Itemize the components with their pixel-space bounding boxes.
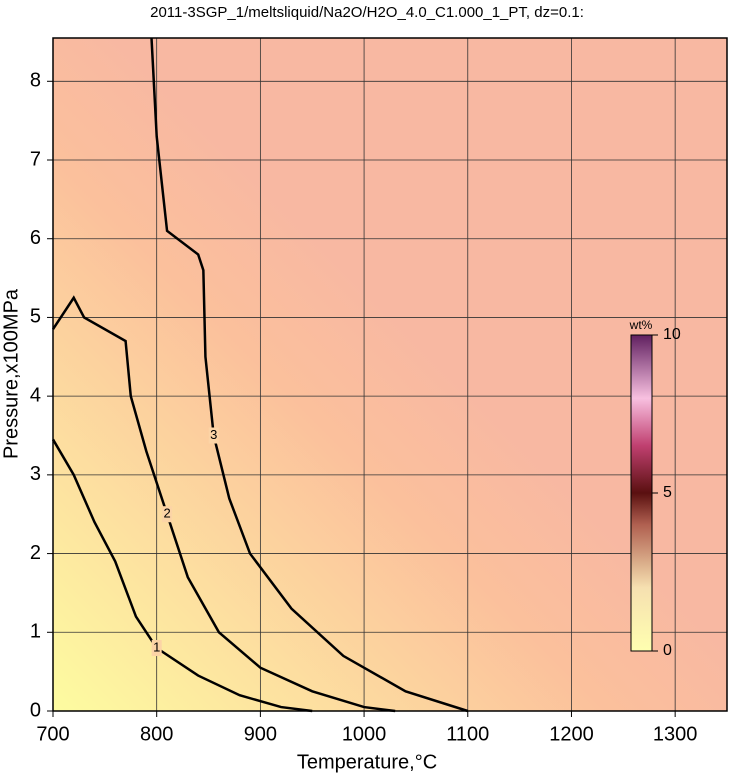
y-tick-label: 6 xyxy=(30,227,41,249)
contour-line xyxy=(51,438,313,713)
x-tick-label: 1300 xyxy=(653,723,698,745)
y-tick-label: 7 xyxy=(30,148,41,170)
colorbar-tick-label: 10 xyxy=(663,326,681,343)
x-tick-label: 1100 xyxy=(446,723,489,745)
colorbar-tick-label: 5 xyxy=(663,484,672,501)
x-tick-label: 1200 xyxy=(549,723,594,745)
plot-background xyxy=(53,38,727,711)
colorbar-tick-label: 0 xyxy=(663,642,672,659)
x-tick-label: 800 xyxy=(140,723,173,745)
y-axis-label: Pressure,x100MPa xyxy=(0,288,22,459)
contour-label: 3 xyxy=(210,427,217,442)
x-tick-label: 700 xyxy=(36,723,69,745)
colorbar-label: wt% xyxy=(629,318,653,332)
colorbar xyxy=(630,334,653,652)
contour-label: 2 xyxy=(163,506,170,521)
y-tick-label: 0 xyxy=(30,699,41,721)
x-axis-label: Temperature,°C xyxy=(297,751,437,773)
contour-label: 1 xyxy=(153,639,160,654)
contour-label-bg xyxy=(151,640,162,657)
y-tick-label: 8 xyxy=(30,70,41,92)
contour-label-bg xyxy=(162,506,173,523)
x-tick-label: 1000 xyxy=(342,723,387,745)
y-tick-label: 5 xyxy=(30,306,41,328)
y-tick-label: 2 xyxy=(30,542,41,564)
plot-frame xyxy=(52,37,728,712)
contour-label-bg xyxy=(208,427,219,444)
chart-title: 2011-3SGP_1/meltsliquid/Na2O/H2O_4.0_C1.… xyxy=(150,4,584,21)
x-tick-label: 900 xyxy=(244,723,277,745)
y-tick-label: 4 xyxy=(30,384,41,406)
y-tick-label: 3 xyxy=(30,463,41,485)
y-tick-label: 1 xyxy=(30,621,41,643)
